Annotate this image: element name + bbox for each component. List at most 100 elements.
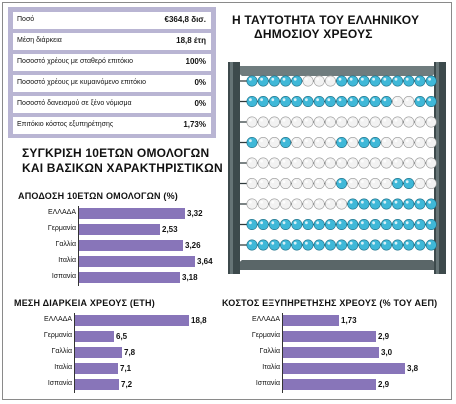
- abacus-bead-highlight: [428, 221, 431, 225]
- abacus-bead-highlight: [361, 98, 364, 102]
- abacus-bead: [291, 116, 303, 128]
- abacus-bead: [414, 239, 426, 251]
- stat-label: Ποσό: [17, 16, 35, 23]
- abacus-bead-highlight: [383, 118, 387, 122]
- abacus-bead: [358, 157, 370, 169]
- abacus-bead: [392, 116, 404, 128]
- abacus-bead-highlight: [417, 77, 420, 81]
- abacus-bead: [369, 75, 381, 87]
- bar: [283, 363, 405, 374]
- abacus-bead-highlight: [305, 241, 308, 245]
- bar-value-label: 3,0: [381, 348, 393, 357]
- abacus-bead: [392, 178, 404, 190]
- abacus-bead-highlight: [394, 241, 398, 245]
- abacus-bead-highlight: [316, 221, 319, 225]
- abacus-bead: [257, 137, 269, 149]
- bar-category-label: ΕΛΛΑΔΑ: [43, 316, 72, 323]
- bar-value-label: 1,73: [341, 316, 357, 325]
- abacus-bead-highlight: [349, 118, 353, 122]
- abacus-bead: [425, 95, 437, 107]
- abacus-bead: [380, 198, 392, 210]
- abacus-bead: [380, 75, 392, 87]
- abacus-bead-highlight: [282, 118, 286, 122]
- abacus-bead-highlight: [249, 98, 252, 102]
- abacus-bead-highlight: [372, 200, 375, 204]
- abacus-bead: [358, 75, 370, 87]
- bar-value-label: 3,32: [187, 209, 203, 218]
- abacus-bead-highlight: [260, 241, 263, 245]
- abacus-bead: [291, 137, 303, 149]
- abacus-bead: [403, 137, 415, 149]
- abacus-title-line-1: Η ΤΑΥΤΟΤΗΤΑ ΤΟΥ ΕΛΛΗΝΙΚΟΥ: [232, 13, 420, 27]
- abacus-bead: [369, 116, 381, 128]
- abacus-bead-highlight: [394, 77, 398, 81]
- abacus-bead: [302, 75, 314, 87]
- abacus-bead: [425, 178, 437, 190]
- bar: [75, 379, 119, 390]
- abacus-bead-highlight: [372, 77, 375, 81]
- abacus-bead: [369, 95, 381, 107]
- abacus-bead-highlight: [338, 118, 342, 122]
- bar-value-label: 2,9: [378, 332, 390, 341]
- abacus-bead-highlight: [271, 200, 275, 204]
- bar-category-label: Γερμανία: [251, 332, 280, 339]
- abacus-bead: [347, 219, 359, 231]
- abacus-left-post: [228, 62, 240, 274]
- abacus-bead: [414, 157, 426, 169]
- abacus-bead-highlight: [305, 118, 308, 122]
- abacus-bead: [324, 95, 336, 107]
- abacus-bead-highlight: [338, 180, 342, 184]
- abacus-bead-highlight: [271, 118, 275, 122]
- abacus-bead: [280, 239, 292, 251]
- abacus-bead-highlight: [282, 221, 286, 225]
- abacus-bead-highlight: [327, 118, 331, 122]
- abacus-bead-highlight: [338, 241, 342, 245]
- abacus-bead: [336, 116, 348, 128]
- abacus-bead: [324, 198, 336, 210]
- abacus-bead-highlight: [305, 200, 308, 204]
- abacus-bead-highlight: [428, 241, 431, 245]
- abacus-bead-highlight: [260, 221, 263, 225]
- abacus-bead: [291, 178, 303, 190]
- bar-category-label: Γαλλία: [51, 348, 72, 355]
- abacus-bead-highlight: [349, 77, 353, 81]
- bar-category-label: Ιταλία: [58, 257, 76, 264]
- abacus-bead-highlight: [417, 221, 420, 225]
- abacus-bead: [257, 219, 269, 231]
- abacus-bead-highlight: [372, 180, 375, 184]
- abacus-bead: [302, 198, 314, 210]
- bar-value-label: 7,2: [121, 380, 133, 389]
- abacus-bead: [414, 198, 426, 210]
- abacus-bead-highlight: [305, 139, 308, 143]
- abacus-bead-highlight: [338, 98, 342, 102]
- abacus-bead-highlight: [361, 180, 364, 184]
- abacus-bead: [246, 116, 258, 128]
- abacus-bead: [246, 219, 258, 231]
- abacus-bead-highlight: [428, 159, 431, 163]
- abacus-bead-highlight: [293, 200, 297, 204]
- abacus-bead: [358, 219, 370, 231]
- abacus-bead-highlight: [271, 180, 275, 184]
- abacus-bead-highlight: [327, 180, 331, 184]
- abacus-bead-highlight: [271, 241, 275, 245]
- abacus-bead-highlight: [249, 241, 252, 245]
- abacus-bead: [414, 219, 426, 231]
- abacus-bead: [380, 137, 392, 149]
- bar-category-label: ΕΛΛΑΔΑ: [251, 316, 280, 323]
- comparison-title-line-2: ΚΑΙ ΒΑΣΙΚΩΝ ΧΑΡΑΚΤΗΡΙΣΤΙΚΩΝ: [22, 161, 223, 175]
- abacus-bead: [246, 157, 258, 169]
- abacus-bead: [268, 75, 280, 87]
- abacus-bead: [358, 178, 370, 190]
- abacus-bead: [280, 198, 292, 210]
- abacus-bead-highlight: [305, 98, 308, 102]
- abacus-bottom-bar: [230, 260, 444, 270]
- abacus-bead-highlight: [316, 241, 319, 245]
- abacus-bead: [380, 219, 392, 231]
- abacus-bead-highlight: [282, 159, 286, 163]
- chart-axis-line: [74, 313, 75, 393]
- stat-row-amount: Ποσό €364,8 δισ.: [13, 12, 211, 29]
- abacus-bead-highlight: [249, 77, 252, 81]
- abacus-bead: [347, 137, 359, 149]
- abacus-bead: [302, 95, 314, 107]
- abacus-bead: [324, 219, 336, 231]
